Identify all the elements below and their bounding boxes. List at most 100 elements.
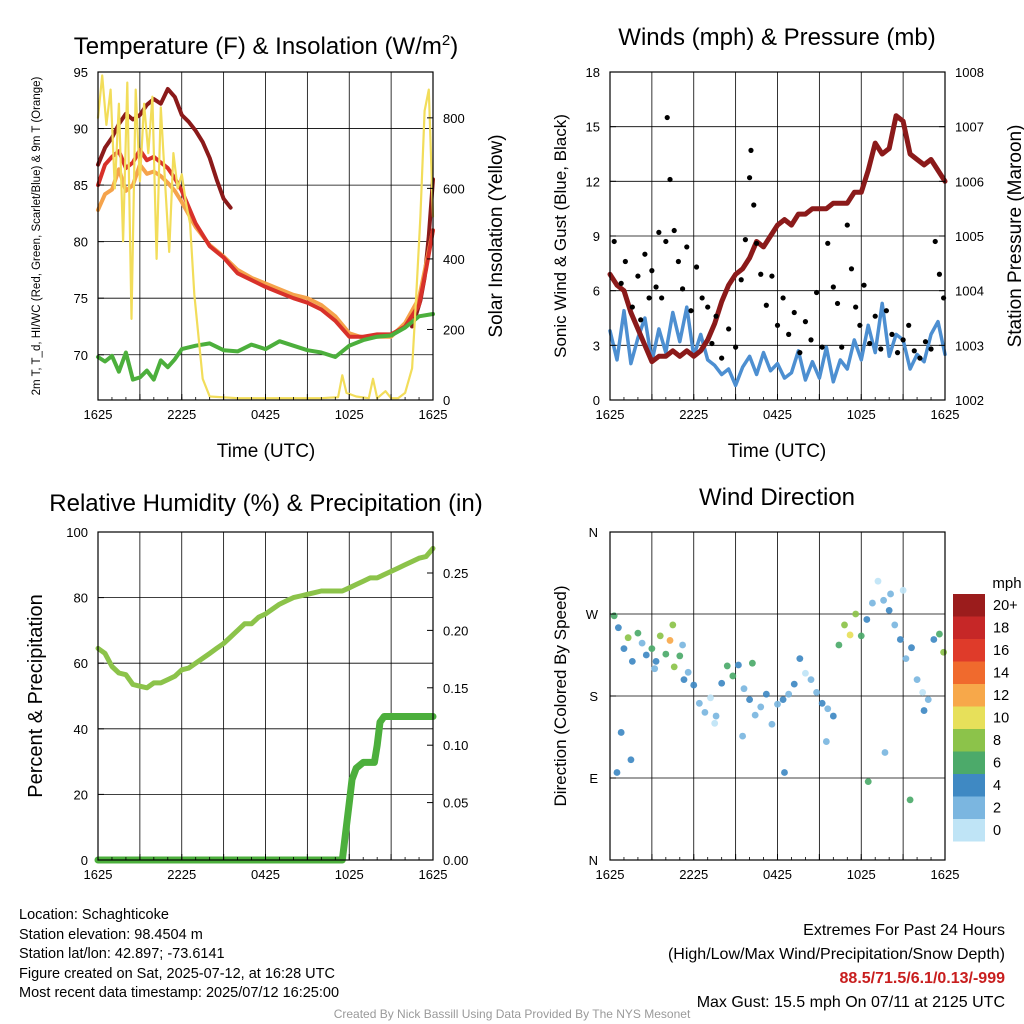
gust-point — [857, 322, 863, 328]
gust-point — [819, 344, 825, 350]
direction-point — [940, 648, 948, 656]
direction-point — [779, 696, 787, 704]
direction-point — [829, 712, 837, 720]
direction-point — [802, 669, 809, 677]
left-y-tick-label: 20 — [74, 787, 88, 802]
humidity-ylabel-left: Percent & Precipitation — [25, 594, 47, 797]
legend-label: 10 — [993, 711, 1009, 727]
direction-point — [790, 680, 798, 688]
gust-point — [705, 304, 711, 310]
credit-line: Created By Nick Bassill Using Data Provi… — [333, 1007, 691, 1021]
gust-point — [797, 350, 803, 356]
temperature-series-line — [96, 74, 435, 400]
gust-point — [699, 295, 705, 301]
direction-tick-label: W — [586, 607, 599, 622]
max-gust: Max Gust: 15.5 mph On 07/11 at 2125 UTC — [696, 994, 1005, 1011]
gust-point — [709, 340, 715, 347]
direction-point — [670, 663, 678, 671]
direction-point — [841, 621, 848, 629]
left-y-tick-label: 75 — [74, 291, 88, 306]
x-tick-label: 0425 — [251, 407, 280, 422]
x-tick-label: 2225 — [167, 407, 196, 422]
direction-point — [864, 778, 872, 786]
x-tick-label: 1625 — [84, 867, 113, 882]
gust-point — [684, 244, 690, 250]
legend-swatch — [953, 774, 985, 797]
temperature-grid — [97, 71, 434, 400]
gust-point — [791, 309, 797, 316]
x-tick-label: 1025 — [847, 867, 876, 882]
direction-tick-label: E — [589, 771, 598, 786]
winds-panel: Winds (mph) & Pressure (mb) 1625 2225 0425… — [551, 24, 1024, 462]
gust-point — [936, 271, 943, 277]
x-tick-label: 1625 — [419, 407, 448, 422]
direction-tick-label: S — [589, 689, 598, 704]
legend-label: 4 — [993, 778, 1001, 794]
gust-point — [830, 284, 836, 290]
gust-point — [848, 266, 855, 272]
legend-label: 6 — [993, 756, 1001, 772]
gust-point — [688, 308, 694, 314]
gust-point — [653, 284, 659, 290]
right-y-tick-label: 0.20 — [443, 623, 468, 638]
gust-point — [911, 348, 917, 354]
left-y-tick-label: 85 — [74, 178, 88, 193]
gust-point — [825, 240, 831, 246]
direction-point — [718, 679, 726, 687]
figure-created: Figure created on Sat, 2025-07-12, at 16… — [19, 965, 335, 982]
direction-point — [638, 639, 646, 647]
right-y-tick-label: 1005 — [955, 229, 984, 244]
direction-tick-label: N — [589, 525, 598, 540]
left-y-tick-label: 12 — [586, 174, 600, 189]
legend-label: 12 — [993, 688, 1009, 704]
gust-point — [693, 264, 700, 270]
extremes-values: 88.5/71.5/6.1/0.13/-999 — [839, 970, 1005, 987]
left-y-tick-label: 0 — [593, 393, 600, 408]
left-y-tick-label: 100 — [66, 525, 88, 540]
gust-point — [638, 317, 644, 323]
gust-point — [878, 346, 884, 352]
gust-point — [671, 227, 677, 234]
right-y-tick-label: 0.00 — [443, 853, 468, 868]
direction-point — [634, 629, 642, 637]
gust-point — [629, 304, 635, 310]
direction-point — [666, 637, 674, 644]
direction-series — [610, 577, 948, 804]
speed-legend-title: mph — [992, 575, 1021, 592]
right-y-tick-label: 0.10 — [443, 738, 468, 753]
direction-point — [610, 612, 618, 620]
station-location: Location: Schaghticoke — [19, 907, 169, 923]
gust-point — [813, 289, 820, 296]
legend-swatch — [953, 661, 985, 684]
left-y-tick-label: 15 — [586, 120, 600, 135]
direction-point — [723, 662, 731, 670]
gust-point — [649, 268, 655, 274]
direction-point — [746, 696, 753, 704]
legend-swatch — [953, 594, 985, 617]
legend-label: 0 — [993, 823, 1001, 839]
right-y-tick-label: 1003 — [955, 338, 984, 353]
direction-point — [785, 690, 793, 698]
humidity-line — [95, 545, 436, 691]
gust-point — [675, 258, 681, 265]
left-y-tick-label: 90 — [74, 122, 88, 137]
x-tick-label: 0425 — [763, 867, 792, 882]
direction-point — [757, 703, 765, 711]
direction-point — [684, 668, 692, 676]
right-y-tick-label: 0.15 — [443, 681, 468, 696]
station-latlon: Station lat/lon: 42.897; -73.6141 — [19, 946, 225, 962]
speed-legend: 20+ 18 16 14 12 10 8 6 4 2 0 — [953, 594, 1018, 842]
gust-point — [872, 313, 878, 319]
direction-point — [887, 590, 894, 598]
gust-point — [808, 337, 814, 343]
gust-point — [867, 340, 873, 347]
legend-swatch — [953, 796, 985, 819]
wind-speed-line — [608, 301, 947, 388]
direction-point — [680, 676, 688, 683]
right-y-tick-label: 400 — [443, 252, 465, 267]
gust-point — [861, 282, 867, 288]
gust-point — [656, 229, 662, 235]
direction-title: Wind Direction — [699, 484, 855, 511]
legend-label: 18 — [993, 621, 1009, 637]
